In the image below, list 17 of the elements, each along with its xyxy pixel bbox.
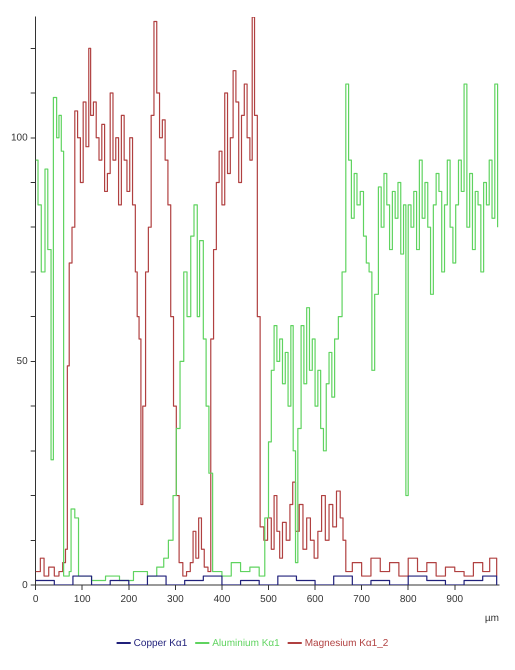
x-tick-label: 700 bbox=[353, 594, 370, 605]
y-tick-label: 50 bbox=[16, 356, 28, 368]
x-tick-label: 200 bbox=[120, 594, 138, 605]
x-tick-label: 900 bbox=[446, 594, 464, 605]
x-tick-label: 100 bbox=[74, 594, 92, 605]
x-tick-label: 800 bbox=[400, 594, 417, 605]
x-axis-title: µm bbox=[484, 612, 499, 624]
legend-label: Copper Kα1 bbox=[134, 638, 188, 649]
x-tick-label: 400 bbox=[214, 594, 231, 605]
x-tick-label: 600 bbox=[306, 594, 324, 605]
y-tick-label: 100 bbox=[10, 132, 28, 144]
y-tick-label: 0 bbox=[22, 580, 28, 591]
x-tick-label: 500 bbox=[260, 594, 278, 605]
legend-label: Aluminium Kα1 bbox=[212, 638, 280, 649]
x-tick-label: 300 bbox=[167, 594, 184, 605]
legend-label: Magnesium Kα1_2 bbox=[304, 638, 389, 649]
x-tick-label: 0 bbox=[32, 594, 39, 605]
